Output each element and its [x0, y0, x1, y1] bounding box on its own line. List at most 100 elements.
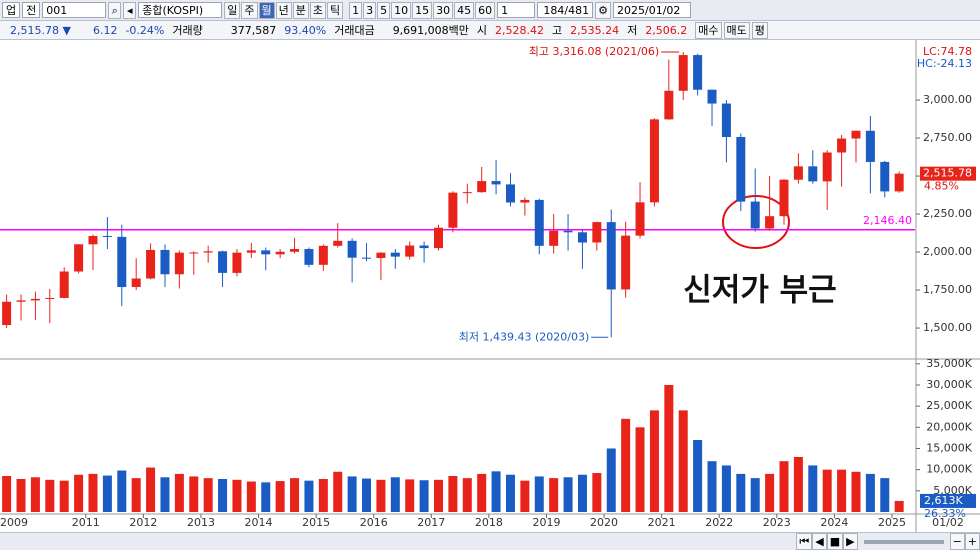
volume-bar — [390, 477, 400, 512]
interval-button[interactable]: 1 — [349, 1, 363, 19]
x-tick-label: 2021 — [648, 516, 676, 529]
candle-body — [520, 199, 530, 203]
amount: 9,691,008백만 — [392, 24, 469, 37]
volume-bar — [736, 473, 746, 512]
candle-body — [419, 245, 429, 249]
volume-bar — [30, 477, 40, 512]
volume-label: 거래량 — [172, 24, 203, 37]
open-label: 시 — [476, 24, 488, 37]
date-input[interactable]: 2025/01/02 — [613, 2, 691, 18]
candle-body — [736, 136, 746, 202]
volume-bar — [290, 478, 300, 512]
volume-bar — [117, 470, 127, 512]
callout: 신저가 부근 — [683, 273, 836, 309]
scroll-next[interactable]: ▶ — [843, 533, 858, 550]
volume-bar — [448, 476, 458, 512]
candle-body — [837, 138, 847, 153]
candle-body — [16, 300, 26, 302]
y-tick-label: 2,250.00 — [923, 207, 972, 220]
volume-bar — [146, 467, 156, 512]
candle-body — [275, 251, 285, 255]
volume-bar — [189, 476, 199, 512]
order-button[interactable]: 매도 — [723, 21, 750, 39]
period-button[interactable]: 틱 — [327, 1, 344, 19]
interval-button[interactable]: 15 — [412, 1, 433, 19]
interval-button[interactable]: 3 — [363, 1, 377, 19]
candle-body — [362, 257, 372, 259]
volume-bar — [376, 479, 386, 512]
order-button[interactable]: 평 — [751, 21, 768, 39]
volume-bar — [433, 479, 443, 512]
interval-button[interactable]: 10 — [391, 1, 412, 19]
volume-bar — [563, 477, 573, 512]
candle-body — [880, 161, 890, 192]
candle-body — [59, 271, 69, 298]
market-select[interactable]: 업 — [2, 2, 21, 18]
period-button[interactable]: 일 — [224, 1, 241, 19]
low: 2,506.2 — [645, 23, 688, 37]
volume-tick-label: 35,000K — [926, 357, 972, 370]
scroll-prev[interactable]: ◀ — [812, 533, 827, 550]
candle-body — [318, 245, 328, 265]
period-button[interactable]: 초 — [309, 1, 326, 19]
candle-body — [563, 230, 573, 233]
volume-tick-label: 15,000K — [926, 441, 972, 454]
low-annotation: 최저 1,439.43 (2020/03) — [459, 330, 590, 343]
scroll-track[interactable] — [863, 539, 944, 544]
volume-bar — [635, 427, 645, 512]
x-tick-label: 2022 — [705, 516, 733, 529]
sound-button[interactable]: ◂ — [123, 1, 137, 19]
volume-bar — [246, 481, 256, 512]
scroll-stop[interactable]: ■ — [826, 533, 844, 550]
count-input[interactable]: 1 — [497, 2, 536, 18]
period-button[interactable]: 분 — [292, 1, 309, 19]
volume-bar — [779, 461, 789, 512]
code-input[interactable]: 001 — [42, 2, 107, 18]
volume-bar — [232, 479, 242, 512]
candle-body — [462, 192, 472, 194]
candle-body — [592, 222, 602, 243]
candle-body — [678, 55, 688, 91]
interval-button[interactable]: 30 — [433, 1, 454, 19]
candle-body — [102, 235, 112, 237]
candle-body — [606, 222, 616, 290]
interval-button[interactable]: 45 — [454, 1, 475, 19]
search-button[interactable]: ⌕ — [108, 1, 122, 19]
candle-body — [808, 166, 818, 182]
period-button[interactable]: 월 — [258, 1, 275, 19]
interval-button[interactable]: 60 — [475, 1, 496, 19]
type-select[interactable]: 전 — [22, 2, 41, 18]
candle-body — [693, 55, 703, 90]
high: 2,535.24 — [570, 23, 620, 37]
hc-label: HC:-24.13 — [917, 57, 972, 70]
candle-body — [721, 103, 731, 137]
range-field: 184/481 — [537, 2, 594, 18]
zoom-in[interactable]: + — [964, 533, 980, 550]
candle-body — [333, 240, 343, 246]
tool-button[interactable]: ⚙ — [595, 1, 611, 19]
zoom-out[interactable]: − — [949, 533, 965, 550]
volume-bar — [865, 473, 875, 512]
volume-bar — [592, 473, 602, 512]
volume-bar — [362, 478, 372, 512]
interval-button[interactable]: 5 — [377, 1, 391, 19]
volume-bar — [649, 410, 659, 512]
volume-bar — [218, 478, 228, 512]
volume-bar — [318, 478, 328, 512]
volume-bar — [419, 480, 429, 512]
volume-bar — [707, 461, 717, 512]
volume-bar — [59, 480, 69, 512]
candle-body — [505, 184, 515, 203]
scroll-first[interactable]: ⏮ — [796, 533, 813, 550]
volume-bar — [405, 479, 415, 512]
order-button[interactable]: 매수 — [695, 21, 722, 39]
volume-bar — [2, 476, 12, 512]
volume-bar — [808, 465, 818, 512]
x-tick-label: 2018 — [475, 516, 503, 529]
period-button[interactable]: 년 — [275, 1, 292, 19]
x-tick-label: 2019 — [532, 516, 560, 529]
volume-tick-label: 10,000K — [926, 463, 972, 476]
volume-bar — [793, 456, 803, 512]
period-button[interactable]: 주 — [241, 1, 258, 19]
